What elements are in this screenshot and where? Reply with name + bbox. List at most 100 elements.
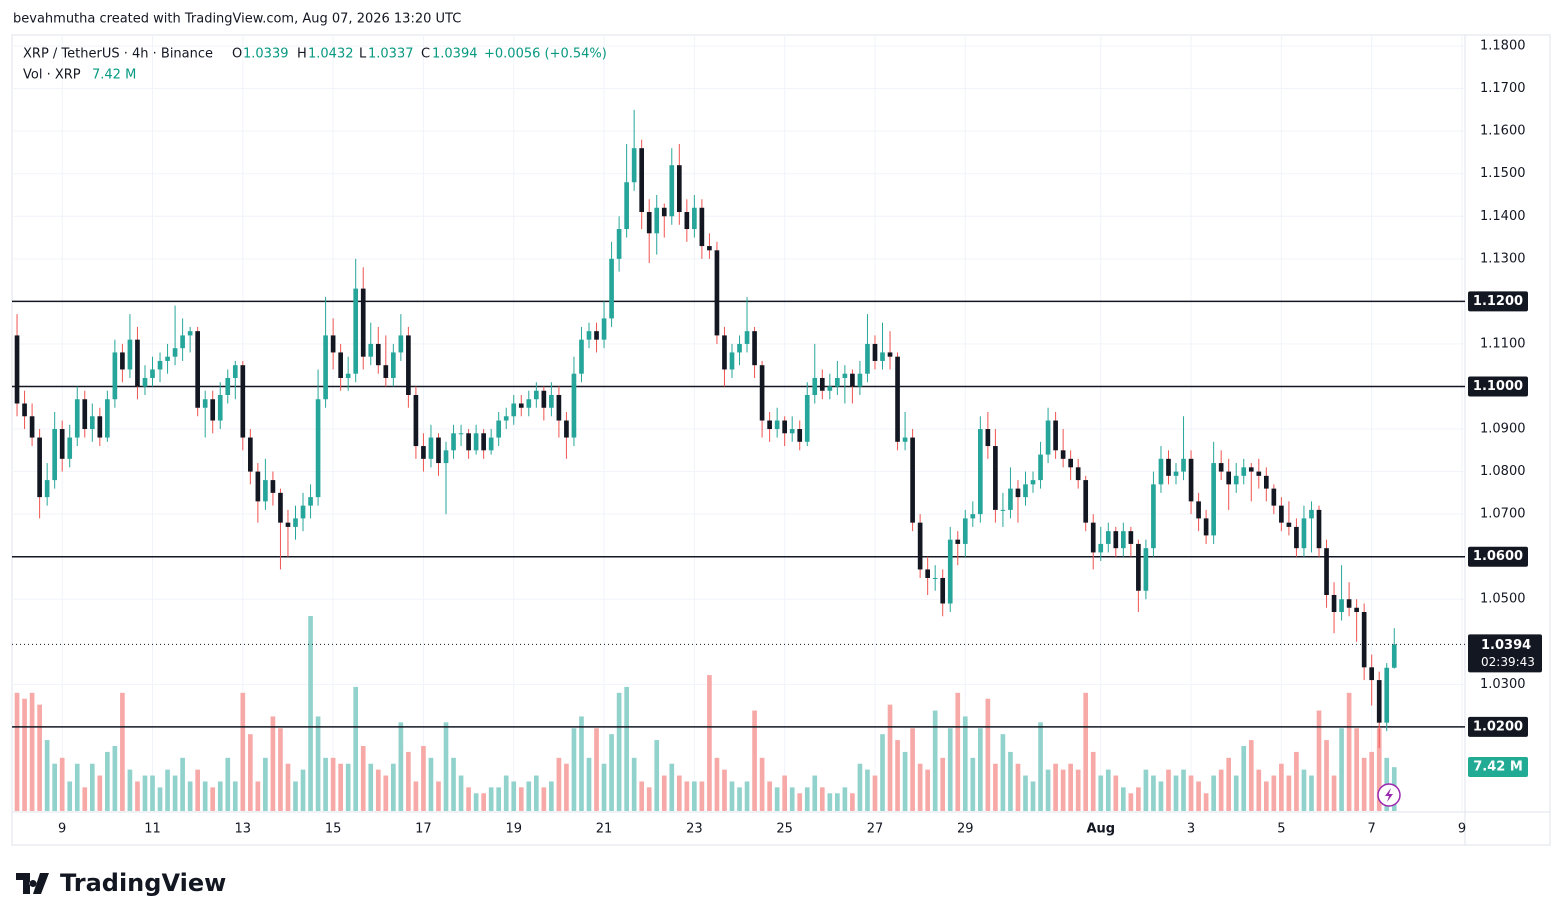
candle-body	[601, 318, 607, 340]
y-tick-label: 1.0700	[1480, 507, 1526, 522]
y-tick-label: 1.1800	[1480, 39, 1526, 54]
volume-bar	[511, 781, 517, 811]
volume-bar	[774, 787, 780, 811]
candle-body	[1203, 518, 1209, 536]
y-tick-label: 1.1100	[1480, 336, 1526, 351]
volume-bar	[1226, 757, 1232, 811]
candle-body	[707, 246, 712, 251]
volume-bar	[1128, 793, 1134, 811]
candle-body	[1008, 488, 1013, 510]
volume-bar	[232, 781, 238, 811]
y-tick-label: 1.1400	[1480, 209, 1526, 224]
candle-body	[1105, 531, 1111, 544]
candle-body	[1090, 522, 1096, 553]
candle-body	[263, 480, 268, 502]
volume-bar	[14, 692, 20, 811]
candle-body	[1196, 501, 1201, 519]
volume-bar	[217, 781, 223, 811]
candle-body	[390, 352, 396, 378]
candle-body	[857, 373, 863, 387]
candle-body	[887, 352, 893, 357]
x-tick-label: 17	[415, 822, 432, 837]
volume-bar	[157, 787, 163, 811]
candle-body	[240, 365, 246, 438]
volume-bar	[1083, 692, 1089, 811]
volume-bar	[737, 787, 742, 811]
candle-body	[917, 522, 923, 570]
volume-bar	[503, 775, 509, 811]
volume-bar	[29, 692, 35, 811]
ohlc-label: O	[232, 47, 242, 62]
candle-body	[1173, 471, 1179, 476]
candle-body	[443, 450, 449, 464]
candle-body	[782, 420, 788, 434]
ohlc-label: C	[421, 47, 430, 62]
candle-body	[1324, 548, 1329, 595]
volume-bar	[1294, 751, 1299, 811]
x-tick-label: Aug	[1086, 822, 1115, 837]
volume-bar	[1136, 787, 1141, 811]
volume-bar	[639, 781, 645, 811]
candle-body	[157, 360, 163, 370]
volume-bar	[1218, 769, 1224, 811]
candle-body	[804, 394, 810, 442]
candle-body	[481, 433, 486, 451]
candle-body	[127, 339, 133, 370]
volume-bar	[473, 793, 479, 811]
candle-body	[232, 365, 238, 378]
volume-bar	[707, 675, 712, 811]
candle-body	[835, 377, 840, 387]
volume-bar	[804, 787, 810, 811]
x-tick-label: 9	[58, 822, 66, 837]
volume-bar	[947, 728, 953, 811]
volume-bar	[714, 757, 720, 811]
volume-bar	[872, 775, 878, 811]
candle-body	[14, 335, 20, 404]
lightning-icon[interactable]	[1385, 788, 1393, 802]
last-price-box	[1468, 634, 1542, 673]
volume-bar	[624, 686, 629, 811]
candle-body	[135, 339, 140, 387]
volume-bar	[616, 692, 622, 811]
volume-bar	[436, 781, 441, 811]
volume-bar	[345, 763, 351, 811]
candle-body	[293, 518, 298, 527]
candle-body	[67, 437, 73, 459]
volume-bar	[722, 769, 727, 811]
volume-bar	[526, 781, 532, 811]
candle-body	[1331, 594, 1337, 613]
lightning-button[interactable]	[1377, 783, 1401, 807]
volume-bar	[789, 787, 795, 811]
candle-body	[172, 348, 178, 357]
volume-bar	[390, 763, 396, 811]
candle-body	[1226, 471, 1232, 485]
candle-body	[541, 390, 547, 408]
volume-bar	[270, 716, 276, 811]
volume-bar	[202, 781, 208, 811]
volume-bar	[579, 716, 584, 811]
volume-bar	[496, 787, 502, 811]
candle-body	[579, 339, 584, 374]
y-tick-label: 1.0800	[1480, 464, 1526, 479]
candle-body	[421, 446, 426, 459]
volume-bar	[180, 757, 185, 811]
volume-bar	[1188, 775, 1194, 811]
volume-bar	[1361, 757, 1367, 811]
volume-bar	[323, 757, 328, 811]
x-tick-label: 29	[957, 822, 974, 837]
candle-body	[526, 399, 532, 408]
volume-bar	[1324, 740, 1329, 811]
attribution: bevahmutha created with TradingView.com,…	[13, 12, 461, 27]
volume-bar	[1173, 775, 1179, 811]
volume-bar	[1376, 728, 1382, 811]
candle-body	[518, 403, 524, 408]
line-label: 1.1000	[1473, 379, 1523, 394]
volume-bar	[59, 757, 65, 811]
candle-body	[278, 492, 283, 523]
volume-bar	[52, 763, 58, 811]
candle-body	[932, 577, 938, 579]
price-pane	[12, 109, 1465, 749]
candle-body	[1136, 543, 1141, 591]
candle-body	[1248, 467, 1254, 472]
line-label: 1.0600	[1473, 549, 1523, 564]
